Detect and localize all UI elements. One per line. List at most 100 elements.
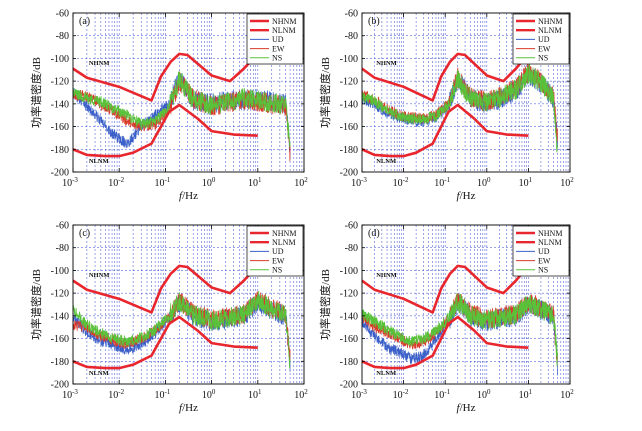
y-tick-label: -60 — [345, 221, 358, 232]
series-ns-line — [73, 71, 291, 147]
series-nhnm-line — [73, 260, 259, 314]
x-tick-label: 100 — [202, 388, 216, 401]
legend-label-ew: EW — [538, 44, 551, 53]
x-tick-label: 10-1 — [154, 388, 170, 401]
x-tick-label: 101 — [519, 388, 533, 401]
x-tick-label: 101 — [519, 176, 533, 189]
x-tick-label: 10-2 — [108, 176, 124, 189]
legend-label-nhnm: NHNM — [272, 229, 296, 238]
y-tick-label: -140 — [340, 99, 358, 110]
x-tick-label: 100 — [477, 176, 491, 189]
y-tick-label: -180 — [51, 357, 69, 368]
series-nlnm-line — [73, 103, 258, 158]
x-tick-label: 10-2 — [108, 388, 124, 401]
x-tick-label: 10-2 — [393, 176, 409, 189]
annotation-nhnm: NHNM — [376, 272, 397, 279]
legend-label-ud: UD — [538, 35, 550, 44]
y-tick-label: -100 — [51, 266, 69, 277]
legend-label-ns: NS — [272, 266, 282, 275]
y-tick-label: -80 — [56, 243, 69, 254]
legend-label-ud: UD — [272, 247, 284, 256]
x-tick-label: 10-1 — [434, 176, 450, 189]
legend-label-ud: UD — [538, 247, 550, 256]
y-tick-label: -180 — [340, 145, 358, 156]
x-tick-label: 10-1 — [154, 176, 170, 189]
plot-frame — [361, 224, 571, 385]
x-axis-label: f/Hz — [179, 190, 198, 202]
series-ns-line — [362, 292, 558, 367]
y-tick-label: -120 — [51, 289, 69, 300]
y-tick-label: -80 — [345, 243, 358, 254]
y-axis-label: 功率谱密度/dB — [318, 57, 332, 128]
panel-label: (a) — [79, 16, 90, 27]
series-nhnm-line — [362, 48, 530, 102]
y-tick-label: -160 — [340, 122, 358, 133]
legend-label-nlnm: NLNM — [538, 26, 562, 35]
y-tick-label: -200 — [340, 168, 358, 179]
x-tick-label: 102 — [294, 176, 308, 189]
x-tick-label: 102 — [294, 388, 308, 401]
y-tick-label: -120 — [340, 77, 358, 88]
annotation-nhnm: NHNM — [89, 60, 110, 67]
x-tick-label: 10-3 — [351, 176, 367, 189]
y-tick-label: -160 — [340, 334, 358, 345]
y-tick-label: -60 — [56, 221, 69, 232]
x-tick-label: 10-2 — [393, 388, 409, 401]
y-tick-label: -200 — [51, 168, 69, 179]
y-tick-label: -120 — [51, 77, 69, 88]
y-axis-label: 功率谱密度/dB — [318, 269, 332, 340]
x-tick-label: 102 — [560, 388, 574, 401]
series-nlnm-line — [362, 103, 529, 158]
legend-label-nlnm: NLNM — [538, 238, 562, 247]
x-tick-label: 102 — [560, 176, 574, 189]
series-nhnm-line — [73, 48, 259, 102]
series-ns-line — [362, 63, 558, 153]
y-tick-label: -140 — [340, 311, 358, 322]
annotation-nlnm: NLNM — [376, 370, 396, 377]
y-tick-label: -160 — [51, 334, 69, 345]
x-tick-label: 101 — [248, 388, 262, 401]
legend-label-ns: NS — [538, 266, 548, 275]
y-tick-label: -60 — [345, 9, 358, 20]
legend-label-nhnm: NHNM — [538, 17, 562, 26]
y-tick-label: -60 — [56, 9, 69, 20]
x-tick-label: 101 — [248, 176, 262, 189]
x-axis-label: f/Hz — [179, 402, 198, 414]
x-tick-label: 10-1 — [434, 388, 450, 401]
legend-label-ns: NS — [538, 54, 548, 63]
y-tick-label: -80 — [56, 31, 69, 42]
series-nhnm-line — [362, 260, 530, 314]
plot-area — [362, 48, 558, 158]
plot-frame — [72, 12, 305, 173]
annotation-nlnm: NLNM — [89, 370, 109, 377]
y-tick-label: -100 — [340, 266, 358, 277]
plot-area — [362, 260, 558, 376]
legend-label-ew: EW — [272, 44, 285, 53]
x-tick-label: 100 — [202, 176, 216, 189]
x-tick-label: 10-3 — [62, 176, 78, 189]
y-tick-label: -120 — [340, 289, 358, 300]
panel-label: (c) — [79, 228, 90, 239]
annotation-nlnm: NLNM — [89, 158, 109, 165]
y-axis-label: 功率谱密度/dB — [29, 269, 43, 340]
y-axis-label: 功率谱密度/dB — [29, 57, 43, 128]
y-tick-label: -160 — [51, 122, 69, 133]
annotation-nhnm: NHNM — [376, 60, 397, 67]
y-tick-label: -140 — [51, 99, 69, 110]
x-axis-label: f/Hz — [457, 402, 476, 414]
x-axis-label: f/Hz — [457, 190, 476, 202]
y-tick-label: -180 — [340, 357, 358, 368]
y-tick-label: -80 — [345, 31, 358, 42]
x-tick-label: 10-3 — [62, 388, 78, 401]
y-tick-label: -200 — [340, 380, 358, 391]
plot-area — [73, 48, 291, 162]
legend-label-ew: EW — [272, 256, 285, 265]
plot-frame — [361, 12, 571, 173]
x-tick-label: 100 — [477, 388, 491, 401]
